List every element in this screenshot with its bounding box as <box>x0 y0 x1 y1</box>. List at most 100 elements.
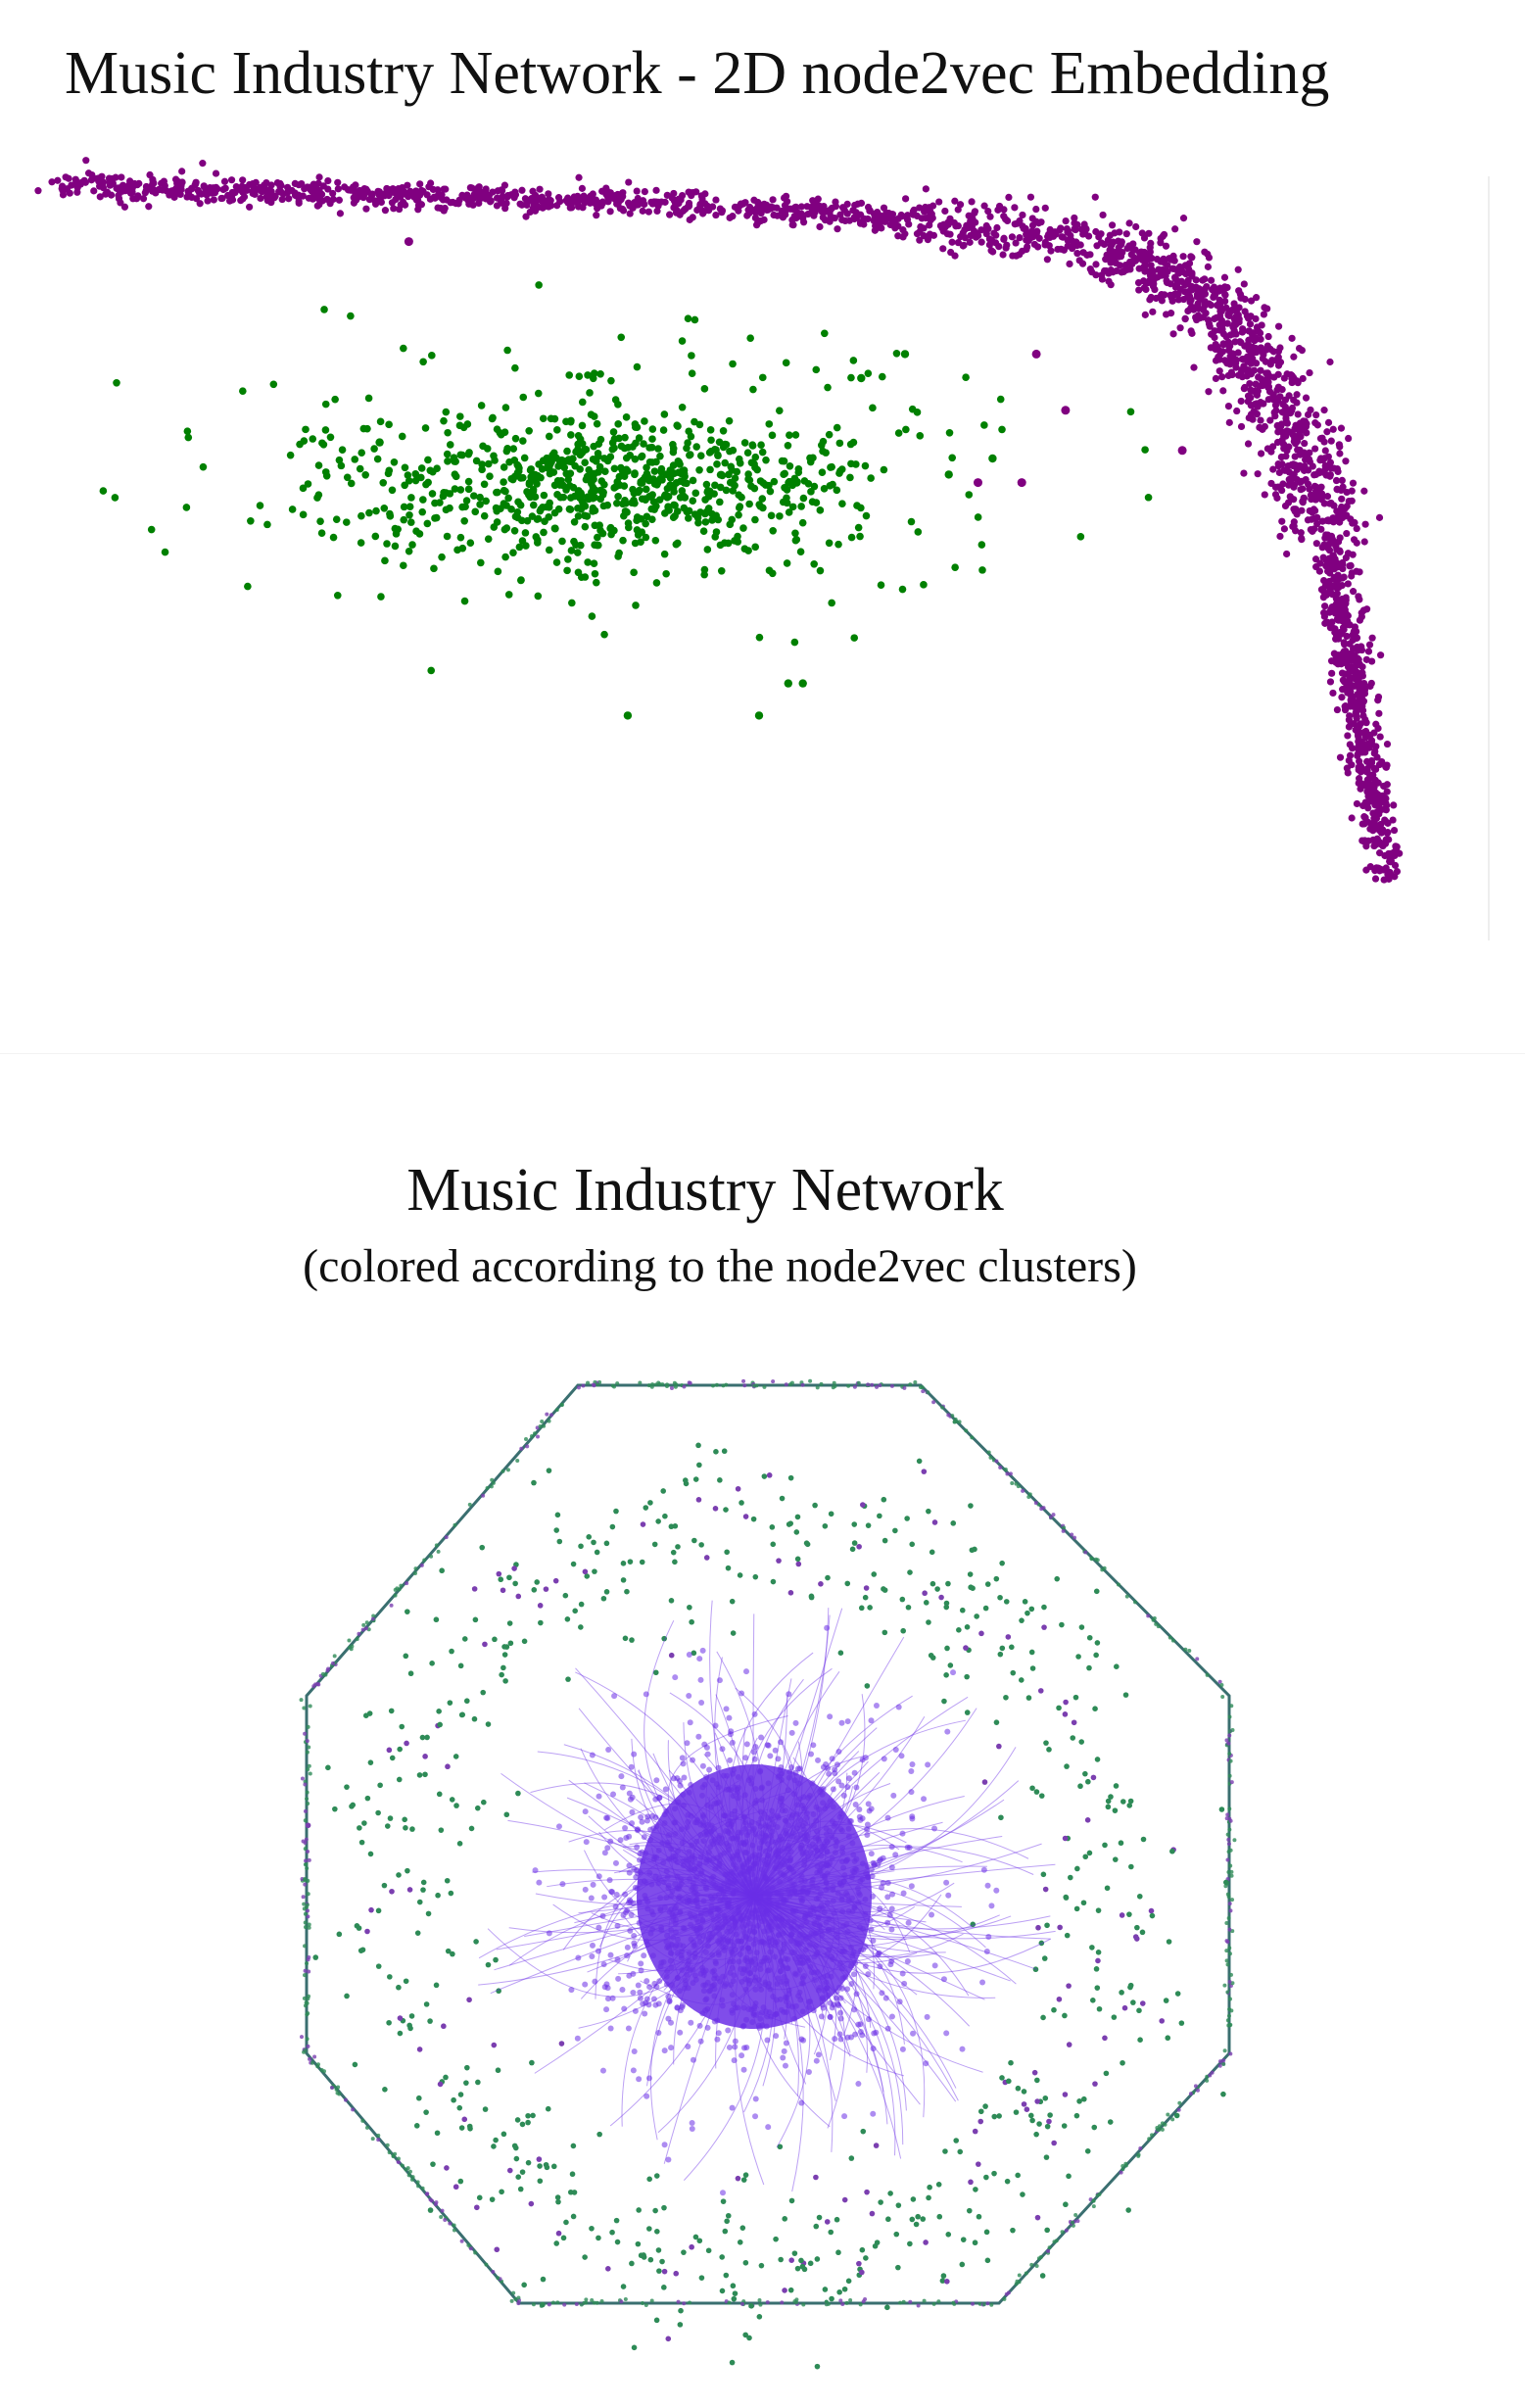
ring-node <box>795 1557 801 1563</box>
purple-point <box>1138 248 1145 255</box>
octagon-node <box>838 2298 842 2302</box>
octagon-node <box>496 2276 500 2280</box>
purple-point <box>1281 374 1288 381</box>
octagon-node <box>376 2134 380 2138</box>
octagon-node <box>303 1944 307 1948</box>
ring-node <box>957 2149 963 2155</box>
octagon-node <box>923 2299 927 2303</box>
green-point <box>615 435 623 443</box>
purple-point <box>1238 398 1245 405</box>
octagon-node <box>1219 1683 1223 1687</box>
green-point <box>850 357 858 364</box>
octagon-node <box>303 1732 307 1736</box>
ring-node <box>1043 1740 1049 1746</box>
purple-point <box>1379 843 1386 849</box>
purple-point <box>171 186 178 193</box>
ring-node <box>596 2132 602 2138</box>
ring-node <box>486 1962 492 1968</box>
green-point <box>535 390 543 398</box>
ring-node <box>571 2143 577 2149</box>
purple-point <box>1372 875 1379 882</box>
green-point <box>471 508 479 516</box>
green-point <box>762 457 770 464</box>
ring-node <box>621 1577 627 1583</box>
ring-node <box>515 2117 521 2123</box>
ring-node <box>1042 2095 1048 2101</box>
ring-node <box>773 2237 779 2242</box>
green-point <box>901 350 909 358</box>
ring-node <box>817 2215 823 2221</box>
ring-node <box>788 2257 794 2263</box>
purple-point <box>540 205 547 212</box>
purple-point <box>1012 239 1019 246</box>
octagon-node <box>825 2300 829 2304</box>
purple-point <box>1225 403 1232 409</box>
ring-node <box>1046 2119 1052 2125</box>
purple-point <box>1085 232 1092 239</box>
green-point <box>347 313 355 320</box>
green-point <box>624 711 632 719</box>
purple-point <box>1343 489 1350 496</box>
octagon-node <box>1157 1624 1161 1628</box>
purple-point <box>1361 814 1368 821</box>
green-point <box>662 570 670 578</box>
ring-node <box>557 1539 563 1545</box>
octagon-node <box>1103 1566 1107 1570</box>
green-point <box>447 441 454 449</box>
octagon-node <box>302 1895 306 1899</box>
green-point <box>827 463 834 471</box>
purple-point <box>140 195 147 202</box>
ring-node <box>967 2208 973 2214</box>
octagon-node <box>1225 1962 1229 1966</box>
ring-node <box>977 2119 983 2125</box>
green-point <box>857 374 865 382</box>
purple-point <box>214 185 220 192</box>
octagon-node <box>1211 2071 1215 2075</box>
purple-point <box>1359 802 1366 809</box>
ring-node <box>1140 2000 1146 2006</box>
ring-node <box>643 1505 648 1511</box>
green-point <box>679 467 687 475</box>
purple-point <box>1147 244 1154 251</box>
octagon-node <box>1222 1984 1226 1988</box>
green-point <box>334 592 342 600</box>
purple-point <box>809 203 816 210</box>
green-point <box>648 435 656 443</box>
ring-node <box>444 2165 450 2171</box>
green-point <box>915 528 923 536</box>
ring-node <box>759 2263 765 2269</box>
ring-node <box>361 1820 367 1826</box>
green-point <box>184 434 192 442</box>
octagon-node <box>1120 2171 1123 2175</box>
octagon-node <box>420 1564 424 1567</box>
green-point <box>799 519 807 527</box>
purple-point <box>434 204 441 211</box>
ring-node <box>368 1907 374 1913</box>
octagon-node <box>308 1926 311 1930</box>
green-point <box>576 372 584 380</box>
green-point <box>712 446 720 454</box>
ring-node <box>914 2222 920 2228</box>
purple-point <box>791 206 798 213</box>
purple-point <box>1338 425 1345 432</box>
ring-node <box>665 2336 671 2342</box>
green-point <box>631 500 639 507</box>
purple-point <box>1066 261 1072 267</box>
octagon-node <box>524 1437 528 1441</box>
green-point <box>601 467 609 475</box>
purple-point <box>1370 837 1377 843</box>
octagon-node <box>1083 1551 1087 1555</box>
purple-point <box>1300 417 1307 424</box>
purple-point <box>334 179 341 186</box>
purple-point <box>118 173 124 180</box>
ring-node <box>724 2218 730 2224</box>
ring-node <box>1137 2037 1143 2043</box>
ring-node <box>479 1545 485 1551</box>
green-point <box>691 418 698 426</box>
octagon-node <box>752 1383 756 1387</box>
green-point <box>451 458 458 465</box>
green-point <box>703 508 711 516</box>
green-point <box>683 507 691 515</box>
purple-point <box>1375 710 1382 717</box>
octagon-node <box>857 1381 861 1385</box>
